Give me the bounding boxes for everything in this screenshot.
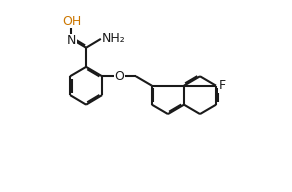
Text: O: O bbox=[115, 70, 125, 83]
Text: NH₂: NH₂ bbox=[102, 32, 126, 45]
Text: N: N bbox=[67, 34, 76, 47]
Text: F: F bbox=[218, 79, 225, 92]
Text: OH: OH bbox=[62, 15, 81, 28]
